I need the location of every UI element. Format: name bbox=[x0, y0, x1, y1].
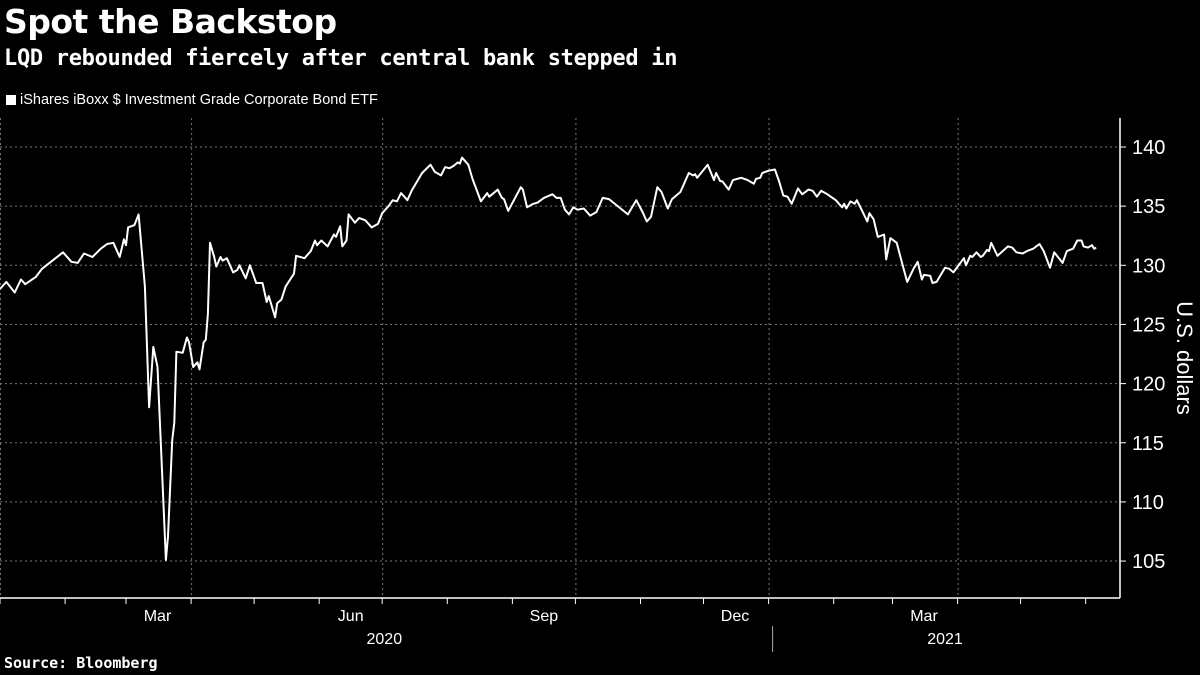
x-year-label: 2021 bbox=[927, 631, 963, 648]
y-tick-label: 115 bbox=[1132, 433, 1164, 455]
x-tick-label: Mar bbox=[144, 608, 172, 625]
y-tick-label: 135 bbox=[1132, 196, 1165, 218]
legend-label: iShares iBoxx $ Investment Grade Corpora… bbox=[20, 92, 378, 108]
y-tick-label: 110 bbox=[1132, 492, 1164, 514]
y-axis-title: U.S. dollars bbox=[1172, 301, 1197, 415]
x-year-label: 2020 bbox=[367, 631, 403, 648]
y-tick-label: 140 bbox=[1132, 137, 1165, 159]
source-note: Source: Bloomberg bbox=[4, 654, 158, 672]
x-tick-label: Sep bbox=[530, 608, 559, 625]
y-tick-label: 130 bbox=[1132, 255, 1165, 277]
chart-subtitle: LQD rebounded fiercely after central ban… bbox=[4, 46, 678, 71]
x-tick-label: Jun bbox=[338, 608, 364, 625]
y-tick-label: 125 bbox=[1132, 314, 1165, 336]
y-tick-label: 120 bbox=[1132, 374, 1165, 396]
chart-title: Spot the Backstop bbox=[4, 2, 337, 41]
series-line-lqd bbox=[0, 156, 1097, 561]
legend: iShares iBoxx $ Investment Grade Corpora… bbox=[6, 92, 378, 108]
x-tick-label: Mar bbox=[910, 608, 938, 625]
y-tick-label: 105 bbox=[1132, 551, 1165, 573]
x-tick-label: Dec bbox=[721, 608, 749, 625]
legend-swatch bbox=[6, 95, 16, 105]
